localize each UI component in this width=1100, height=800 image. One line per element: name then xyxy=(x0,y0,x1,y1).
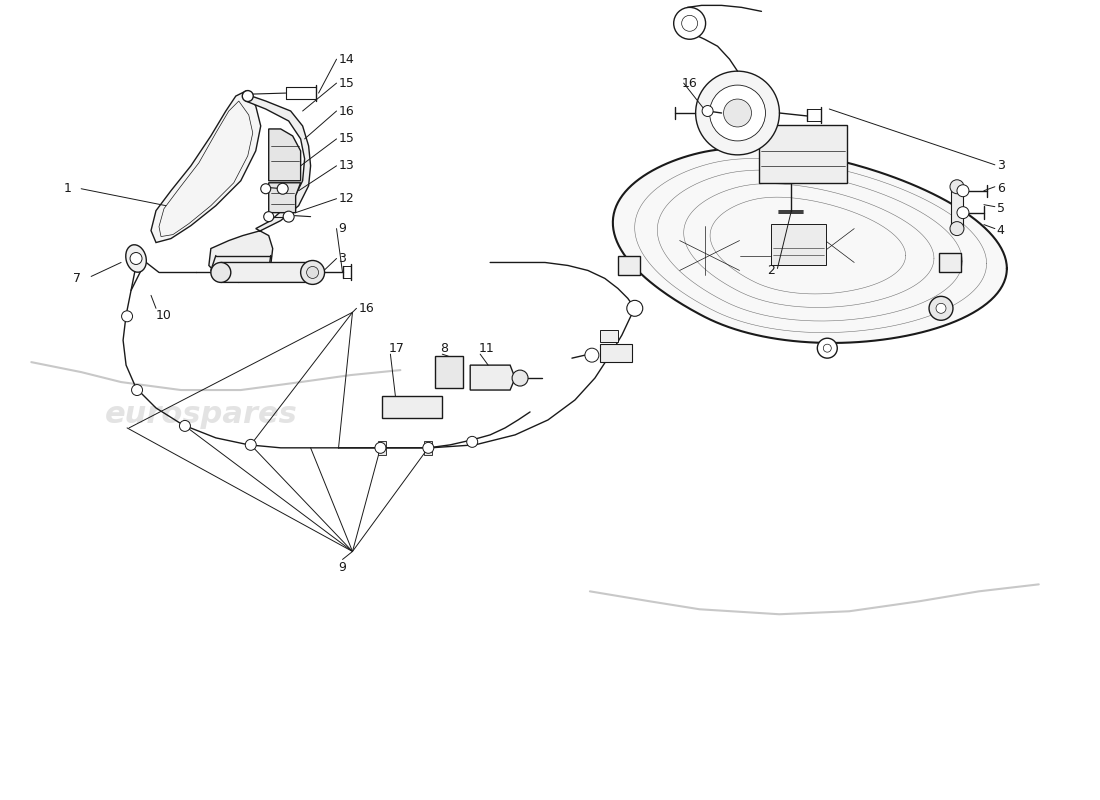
Text: 15: 15 xyxy=(339,77,354,90)
Text: 9: 9 xyxy=(339,561,346,574)
Circle shape xyxy=(682,15,697,31)
Text: 3: 3 xyxy=(339,252,346,265)
Circle shape xyxy=(957,185,969,197)
Circle shape xyxy=(375,442,386,454)
Circle shape xyxy=(211,262,231,282)
Bar xyxy=(771,224,826,266)
Text: 15: 15 xyxy=(339,133,354,146)
Circle shape xyxy=(673,7,705,39)
Circle shape xyxy=(585,348,598,362)
Text: 8: 8 xyxy=(440,342,449,354)
Bar xyxy=(383,396,442,418)
Text: 4: 4 xyxy=(997,224,1004,237)
Circle shape xyxy=(950,180,964,194)
Circle shape xyxy=(724,99,751,127)
Polygon shape xyxy=(151,91,261,242)
Ellipse shape xyxy=(125,245,146,272)
Polygon shape xyxy=(470,365,515,390)
Polygon shape xyxy=(268,182,300,213)
Circle shape xyxy=(950,222,964,235)
Circle shape xyxy=(130,253,142,265)
Polygon shape xyxy=(613,148,1006,343)
Text: 16: 16 xyxy=(339,105,354,118)
Text: eurospares: eurospares xyxy=(104,401,297,430)
Circle shape xyxy=(277,183,288,194)
Text: 12: 12 xyxy=(339,192,354,206)
Polygon shape xyxy=(209,93,310,282)
Text: 9: 9 xyxy=(339,222,346,235)
Text: 7: 7 xyxy=(74,272,81,285)
Circle shape xyxy=(817,338,837,358)
Circle shape xyxy=(264,212,274,222)
Circle shape xyxy=(823,344,832,352)
Text: 1: 1 xyxy=(63,182,72,195)
Bar xyxy=(939,253,961,273)
Circle shape xyxy=(307,266,319,278)
Circle shape xyxy=(261,184,271,194)
Circle shape xyxy=(513,370,528,386)
Circle shape xyxy=(710,85,766,141)
Polygon shape xyxy=(268,129,300,181)
Circle shape xyxy=(936,303,946,314)
Polygon shape xyxy=(221,262,316,282)
Circle shape xyxy=(245,439,256,450)
Text: 17: 17 xyxy=(388,342,405,354)
Text: 13: 13 xyxy=(339,159,354,172)
Circle shape xyxy=(422,442,433,454)
Circle shape xyxy=(930,296,953,320)
Circle shape xyxy=(702,106,713,117)
Bar xyxy=(952,186,962,229)
Circle shape xyxy=(132,385,143,395)
Text: eurospares: eurospares xyxy=(683,204,876,233)
Text: 10: 10 xyxy=(156,309,172,322)
Bar xyxy=(618,255,640,275)
Circle shape xyxy=(627,300,642,316)
Text: 3: 3 xyxy=(997,159,1004,172)
Circle shape xyxy=(300,261,324,285)
Text: 2: 2 xyxy=(768,264,776,277)
Text: 14: 14 xyxy=(339,53,354,66)
Circle shape xyxy=(283,211,294,222)
Text: 16: 16 xyxy=(359,302,374,315)
Bar xyxy=(600,330,618,342)
Text: 11: 11 xyxy=(478,342,494,354)
Bar xyxy=(759,125,847,182)
Circle shape xyxy=(466,436,477,447)
Circle shape xyxy=(695,71,780,155)
Bar xyxy=(425,441,432,455)
Circle shape xyxy=(179,421,190,431)
Circle shape xyxy=(957,206,969,218)
Bar xyxy=(378,441,386,455)
Text: 6: 6 xyxy=(997,182,1004,195)
Text: 5: 5 xyxy=(997,202,1005,215)
Bar xyxy=(436,356,463,388)
Circle shape xyxy=(122,311,133,322)
Circle shape xyxy=(242,90,253,102)
Bar xyxy=(600,344,631,362)
Text: 16: 16 xyxy=(682,77,697,90)
